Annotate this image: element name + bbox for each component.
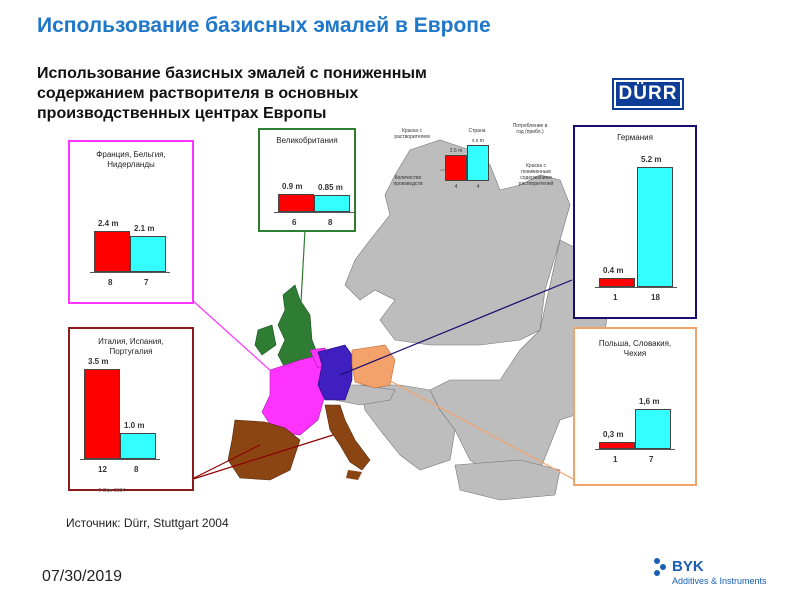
- chart-bar: [84, 369, 120, 459]
- legend-example-value-2: x.x m: [472, 138, 484, 144]
- chart-box-germany: Германия 0.4 m 1 5.2 m 18: [573, 125, 697, 319]
- chart-value-label: 0,3 m: [603, 429, 624, 439]
- legend-example-count-1: 4: [454, 184, 458, 190]
- chart-value-label: 1.0 m: [124, 421, 145, 431]
- connector-uk: [299, 229, 306, 321]
- legend-example-count-2: 4: [476, 184, 480, 190]
- chart-baseline: [90, 272, 170, 273]
- chart-bar: [599, 277, 635, 287]
- legend-example-value-1: 2.5 m: [449, 148, 463, 154]
- chart-bar: [599, 441, 635, 449]
- legend-country-label: Страна: [468, 128, 486, 134]
- connector-iberia-italy-2: [189, 434, 334, 481]
- chart-count-label: 7: [144, 278, 149, 287]
- map-region-turkey: [454, 459, 561, 501]
- chart-count-label: 8: [134, 465, 139, 474]
- chart-baseline: [595, 287, 677, 288]
- map-region-sicily: [346, 470, 362, 480]
- byk-logo-icon: [654, 558, 666, 576]
- chart-title: Италия, Испания, Португалия: [98, 337, 164, 356]
- chart-count-label: 1: [613, 293, 618, 302]
- chart-box-italy-spain-portugal: Италия, Испания, Португалия 3.5 m 12 1.0 m 8: [68, 327, 194, 491]
- legend-solvent-label: Краска с растворителем: [394, 128, 430, 140]
- connector-germany: [339, 279, 573, 376]
- chart-title: Польша, Словакия, Чехия: [598, 339, 672, 358]
- chart-value-label: 2.4 m: [98, 218, 119, 228]
- legend-bar-solvent: [445, 155, 467, 181]
- legend-low-solvent-label: Краска с пониженным содержанием раствори…: [518, 163, 554, 187]
- chart-bar: [637, 167, 673, 287]
- chart-bar: [94, 230, 130, 272]
- chart-baseline: [595, 449, 675, 450]
- chart-value-label: 0.9 m: [282, 182, 303, 191]
- chart-value-label: 0.85 m: [318, 183, 343, 192]
- chart-count-label: 12: [98, 465, 107, 474]
- chart-value-label: 5.2 m: [641, 155, 662, 164]
- chart-count-label: 1: [613, 455, 618, 464]
- chart-baseline: [274, 212, 354, 213]
- chart-value-label: 1,6 m: [639, 397, 660, 406]
- chart-box-france-benelux: Франция, Бельгия, Нидерланды 2.4 m 8 2.1 m 7: [68, 140, 194, 304]
- map-region-uk: [277, 284, 319, 369]
- chart-count-label: 8: [328, 218, 333, 227]
- chart-bar: [278, 194, 314, 212]
- slide-date: 07/30/2019: [42, 568, 123, 585]
- map-region-balkans: [359, 384, 456, 471]
- chart-value-label: 2.1 m: [134, 224, 155, 233]
- byk-brand-subtitle: Additives & Instruments: [672, 576, 767, 586]
- legend-consumption-label: Потребление в год (прибл.): [512, 123, 548, 135]
- map-region-iberia: [227, 419, 301, 481]
- map-region-scandinavia: [344, 139, 571, 346]
- slide-subtitle: Использование базисных эмалей с пониженн…: [37, 65, 427, 122]
- chart-title: Франция, Бельгия, Нидерланды: [96, 150, 166, 169]
- connector-france: [191, 299, 293, 391]
- chart-count-label: 8: [108, 278, 113, 287]
- map-region-germany: [317, 344, 353, 401]
- connector-iberia-italy: [189, 444, 261, 481]
- chart-bar: [314, 195, 350, 212]
- legend-count-label: Количество производств: [393, 175, 423, 187]
- chart-baseline: [80, 459, 160, 460]
- chart-bar: [120, 433, 156, 459]
- copyright-note: © Dürr 2004: [98, 488, 126, 494]
- chart-box-poland-slovakia-czech: Польша, Словакия, Чехия 0,3 m 1 1,6 m 7: [573, 327, 697, 486]
- chart-bar: [635, 409, 671, 449]
- chart-title: Германия: [617, 133, 653, 142]
- chart-value-label: 3.5 m: [88, 357, 109, 366]
- durr-logo: DÜRR: [612, 78, 684, 110]
- slide-title: Использование базисных эмалей в Европе: [37, 14, 491, 37]
- byk-brand-name: BYK: [672, 558, 704, 575]
- chart-count-label: 18: [651, 293, 660, 302]
- map-region-italy: [324, 404, 371, 471]
- connector-poland: [369, 369, 576, 481]
- chart-value-label: 0.4 m: [603, 265, 624, 275]
- legend-bar-low-solvent: [467, 145, 489, 181]
- chart-bar: [130, 236, 166, 272]
- map-region-ireland: [254, 324, 277, 356]
- chart-count-label: 7: [649, 455, 654, 464]
- map-region-poland: [351, 344, 396, 389]
- chart-title: Великобритания: [276, 136, 338, 145]
- chart-box-uk: Великобритания 0.9 m 6 0.85 m 8: [258, 128, 356, 232]
- source-note: Источник: Dürr, Stuttgart 2004: [66, 516, 229, 530]
- chart-count-label: 6: [292, 218, 297, 227]
